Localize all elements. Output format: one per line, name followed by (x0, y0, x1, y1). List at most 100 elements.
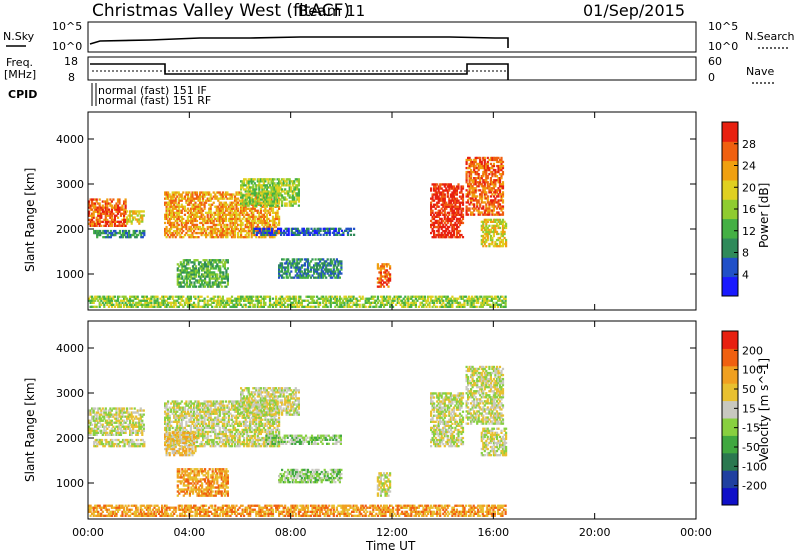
power-cell (275, 202, 278, 205)
power-cell (276, 223, 279, 227)
velocity-cell (118, 425, 121, 428)
power-cell (94, 204, 97, 207)
power-cell (205, 219, 208, 223)
velocity-cell (89, 419, 92, 422)
power-cell (252, 192, 255, 195)
power-cell (492, 195, 495, 198)
power-cell (486, 228, 489, 232)
power-cell (449, 223, 452, 227)
velocity-cell (112, 429, 115, 432)
power-cell (214, 195, 217, 198)
power-cell (448, 299, 451, 302)
power-cell (483, 168, 486, 172)
power-cell (208, 207, 211, 210)
power-cell (214, 267, 217, 270)
power-cell (199, 227, 202, 231)
power-cell (281, 204, 284, 207)
power-cell (452, 233, 455, 237)
power-cell (118, 231, 122, 235)
power-cell (443, 305, 446, 308)
power-cell (208, 275, 211, 278)
power-cell (206, 227, 209, 231)
power-cell (91, 224, 94, 227)
power-cell (434, 236, 437, 239)
power-cell (381, 275, 384, 278)
power-cell (107, 214, 110, 217)
power-cell (123, 202, 126, 205)
power-cell (501, 173, 505, 176)
power-cell (211, 227, 214, 231)
power-cell (226, 229, 229, 233)
power-cell (293, 190, 296, 193)
power-cell (364, 301, 367, 304)
power-cell (258, 180, 261, 183)
velocity-cell (92, 431, 95, 434)
power-cell (255, 299, 258, 302)
power-cell (491, 156, 494, 160)
power-cell (322, 258, 325, 261)
power-cell (416, 299, 419, 302)
power-cell (401, 299, 404, 302)
power-cell (477, 209, 480, 212)
power-cell (194, 209, 197, 212)
power-cell (227, 219, 230, 223)
power-cell (262, 217, 265, 221)
power-cell (280, 231, 283, 234)
power-cell (265, 225, 268, 229)
power-cell (454, 213, 457, 216)
power-cell (226, 273, 229, 276)
power-cell (252, 225, 255, 229)
power-cell (311, 229, 315, 232)
power-cell (483, 297, 486, 300)
power-cell (250, 229, 253, 233)
power-cell (217, 281, 220, 284)
velocity-cell (88, 429, 91, 432)
power-cell (470, 199, 473, 202)
power-cell (211, 301, 214, 304)
power-cell (180, 205, 183, 208)
power-cell (185, 231, 188, 235)
power-cell (436, 229, 439, 233)
power-cell (495, 170, 499, 174)
power-cell (98, 224, 101, 227)
power-cell (489, 156, 492, 160)
power-cell (99, 233, 102, 237)
power-cell (203, 221, 206, 225)
power-cell (483, 162, 486, 166)
power-cell (437, 215, 440, 218)
power-cell (177, 199, 180, 202)
power-cell (445, 236, 448, 239)
power-cell (208, 225, 211, 229)
power-cell (288, 295, 291, 298)
power-cell (303, 272, 306, 275)
power-cell (153, 301, 156, 304)
power-cell (209, 221, 212, 225)
power-cell (278, 264, 281, 267)
power-cell (423, 303, 427, 306)
power-cell (433, 213, 436, 216)
power-cell (177, 191, 180, 194)
power-cell (103, 297, 106, 300)
power-cell (263, 227, 266, 230)
power-cell (227, 303, 230, 306)
power-cell (288, 303, 291, 306)
power-cell (206, 225, 209, 229)
power-cell (322, 301, 325, 304)
power-cell (302, 233, 305, 236)
freq-panel (87, 56, 697, 81)
power-cell (483, 166, 486, 170)
power-cell (217, 227, 220, 231)
power-cell (369, 305, 372, 308)
power-cell (258, 295, 261, 298)
power-cell (199, 201, 202, 204)
power-cell (197, 297, 200, 300)
power-cell (252, 233, 255, 237)
power-cell (352, 303, 355, 306)
velocity-cell (110, 413, 113, 416)
power-cell (281, 194, 284, 197)
power-cell (176, 281, 179, 284)
power-cell (235, 209, 238, 212)
power-cell (501, 220, 505, 223)
power-cell (470, 197, 473, 200)
power-cell (482, 201, 485, 204)
